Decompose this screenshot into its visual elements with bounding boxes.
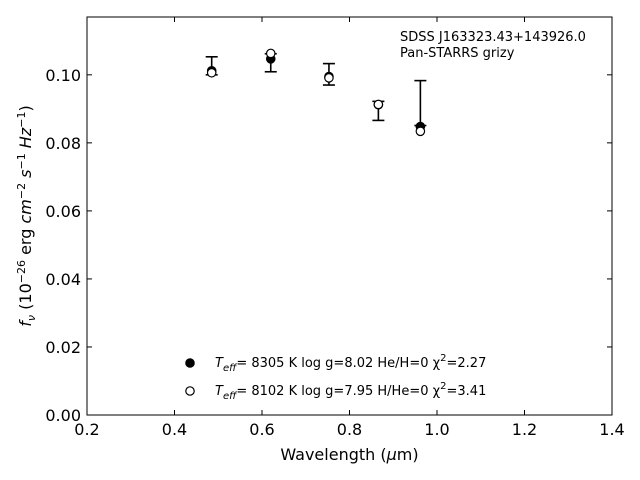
model-point-open <box>324 73 334 83</box>
y-axis-title: fν (10−26 erg cm−2 s−1 Hz−1) <box>15 105 38 326</box>
x-tick-label: 1.0 <box>424 420 449 439</box>
legend-params: = 8305 K log g=8.02 He/H=0 χ <box>236 356 440 371</box>
legend-entry-label: Teff= 8305 K log g=8.02 He/H=0 χ2=2.27 <box>215 353 486 374</box>
y-axis-title-text: ) <box>16 105 35 111</box>
y-axis-title-text: s <box>16 170 35 183</box>
x-axis-title-unit: m) <box>397 445 419 464</box>
model-point-open <box>373 99 384 110</box>
y-axis-title-exponent: −2 <box>15 183 28 199</box>
legend-params: = 8102 K log g=7.95 H/He=0 χ <box>236 384 440 399</box>
y-tick-label: 0.04 <box>45 270 81 289</box>
legend-marker-open <box>185 386 195 396</box>
x-tick-label: 1.4 <box>599 420 624 439</box>
x-tick-label: 0.6 <box>249 420 274 439</box>
y-tick-label: 0.00 <box>45 406 81 425</box>
y-tick-label: 0.02 <box>45 338 81 357</box>
y-axis-title-exponent: −1 <box>15 112 28 128</box>
model-point-open <box>415 126 426 137</box>
legend-entry-label: Teff= 8102 K log g=7.95 H/He=0 χ2=3.41 <box>215 381 486 402</box>
x-axis-title: Wavelength (μm) <box>280 445 418 464</box>
legend-teff-subscript: eff <box>223 363 238 374</box>
survey-annotation: Pan-STARRS grizy <box>400 46 515 61</box>
y-tick-label: 0.10 <box>45 66 81 85</box>
legend-chi-value: =2.27 <box>447 356 487 371</box>
y-tick-label: 0.08 <box>45 134 81 153</box>
object-name-annotation: SDSS J163323.43+143926.0 <box>400 30 586 45</box>
y-axis-title-text: (10 <box>16 283 35 315</box>
x-axis-title-text: Wavelength ( <box>280 445 386 464</box>
y-tick-label: 0.06 <box>45 202 81 221</box>
x-tick-label: 0.4 <box>162 420 187 439</box>
legend-teff-symbol: T <box>215 384 224 399</box>
model-point-open <box>206 67 217 78</box>
y-axis-title-symbol: f <box>16 319 35 327</box>
y-axis-title-text: cm <box>16 199 35 223</box>
x-tick-label: 1.2 <box>512 420 537 439</box>
legend-chi-value: =3.41 <box>447 384 487 399</box>
y-axis-title-subscript: ν <box>25 315 38 321</box>
y-axis-title-exponent: −26 <box>15 260 28 283</box>
legend-chi-exponent: 2 <box>440 353 446 364</box>
plot-area: 0.2 0.4 0.6 0.8 1.0 1.2 1.4 0.00 0.02 0.04 0.06 0.0… <box>15 16 625 464</box>
legend-teff-symbol: T <box>215 356 224 371</box>
model-point-open <box>265 48 276 59</box>
x-axis-title-unit: μ <box>386 445 397 464</box>
x-tick-label: 0.2 <box>74 420 99 439</box>
y-axis-title-text: erg <box>16 224 35 260</box>
legend-chi-exponent: 2 <box>440 381 446 392</box>
legend-teff-subscript: eff <box>223 391 238 402</box>
y-axis-title-text: Hz <box>16 127 35 153</box>
legend-marker-filled <box>185 358 195 368</box>
y-axis-title-exponent: −1 <box>15 153 28 169</box>
x-tick-label: 0.8 <box>337 420 362 439</box>
